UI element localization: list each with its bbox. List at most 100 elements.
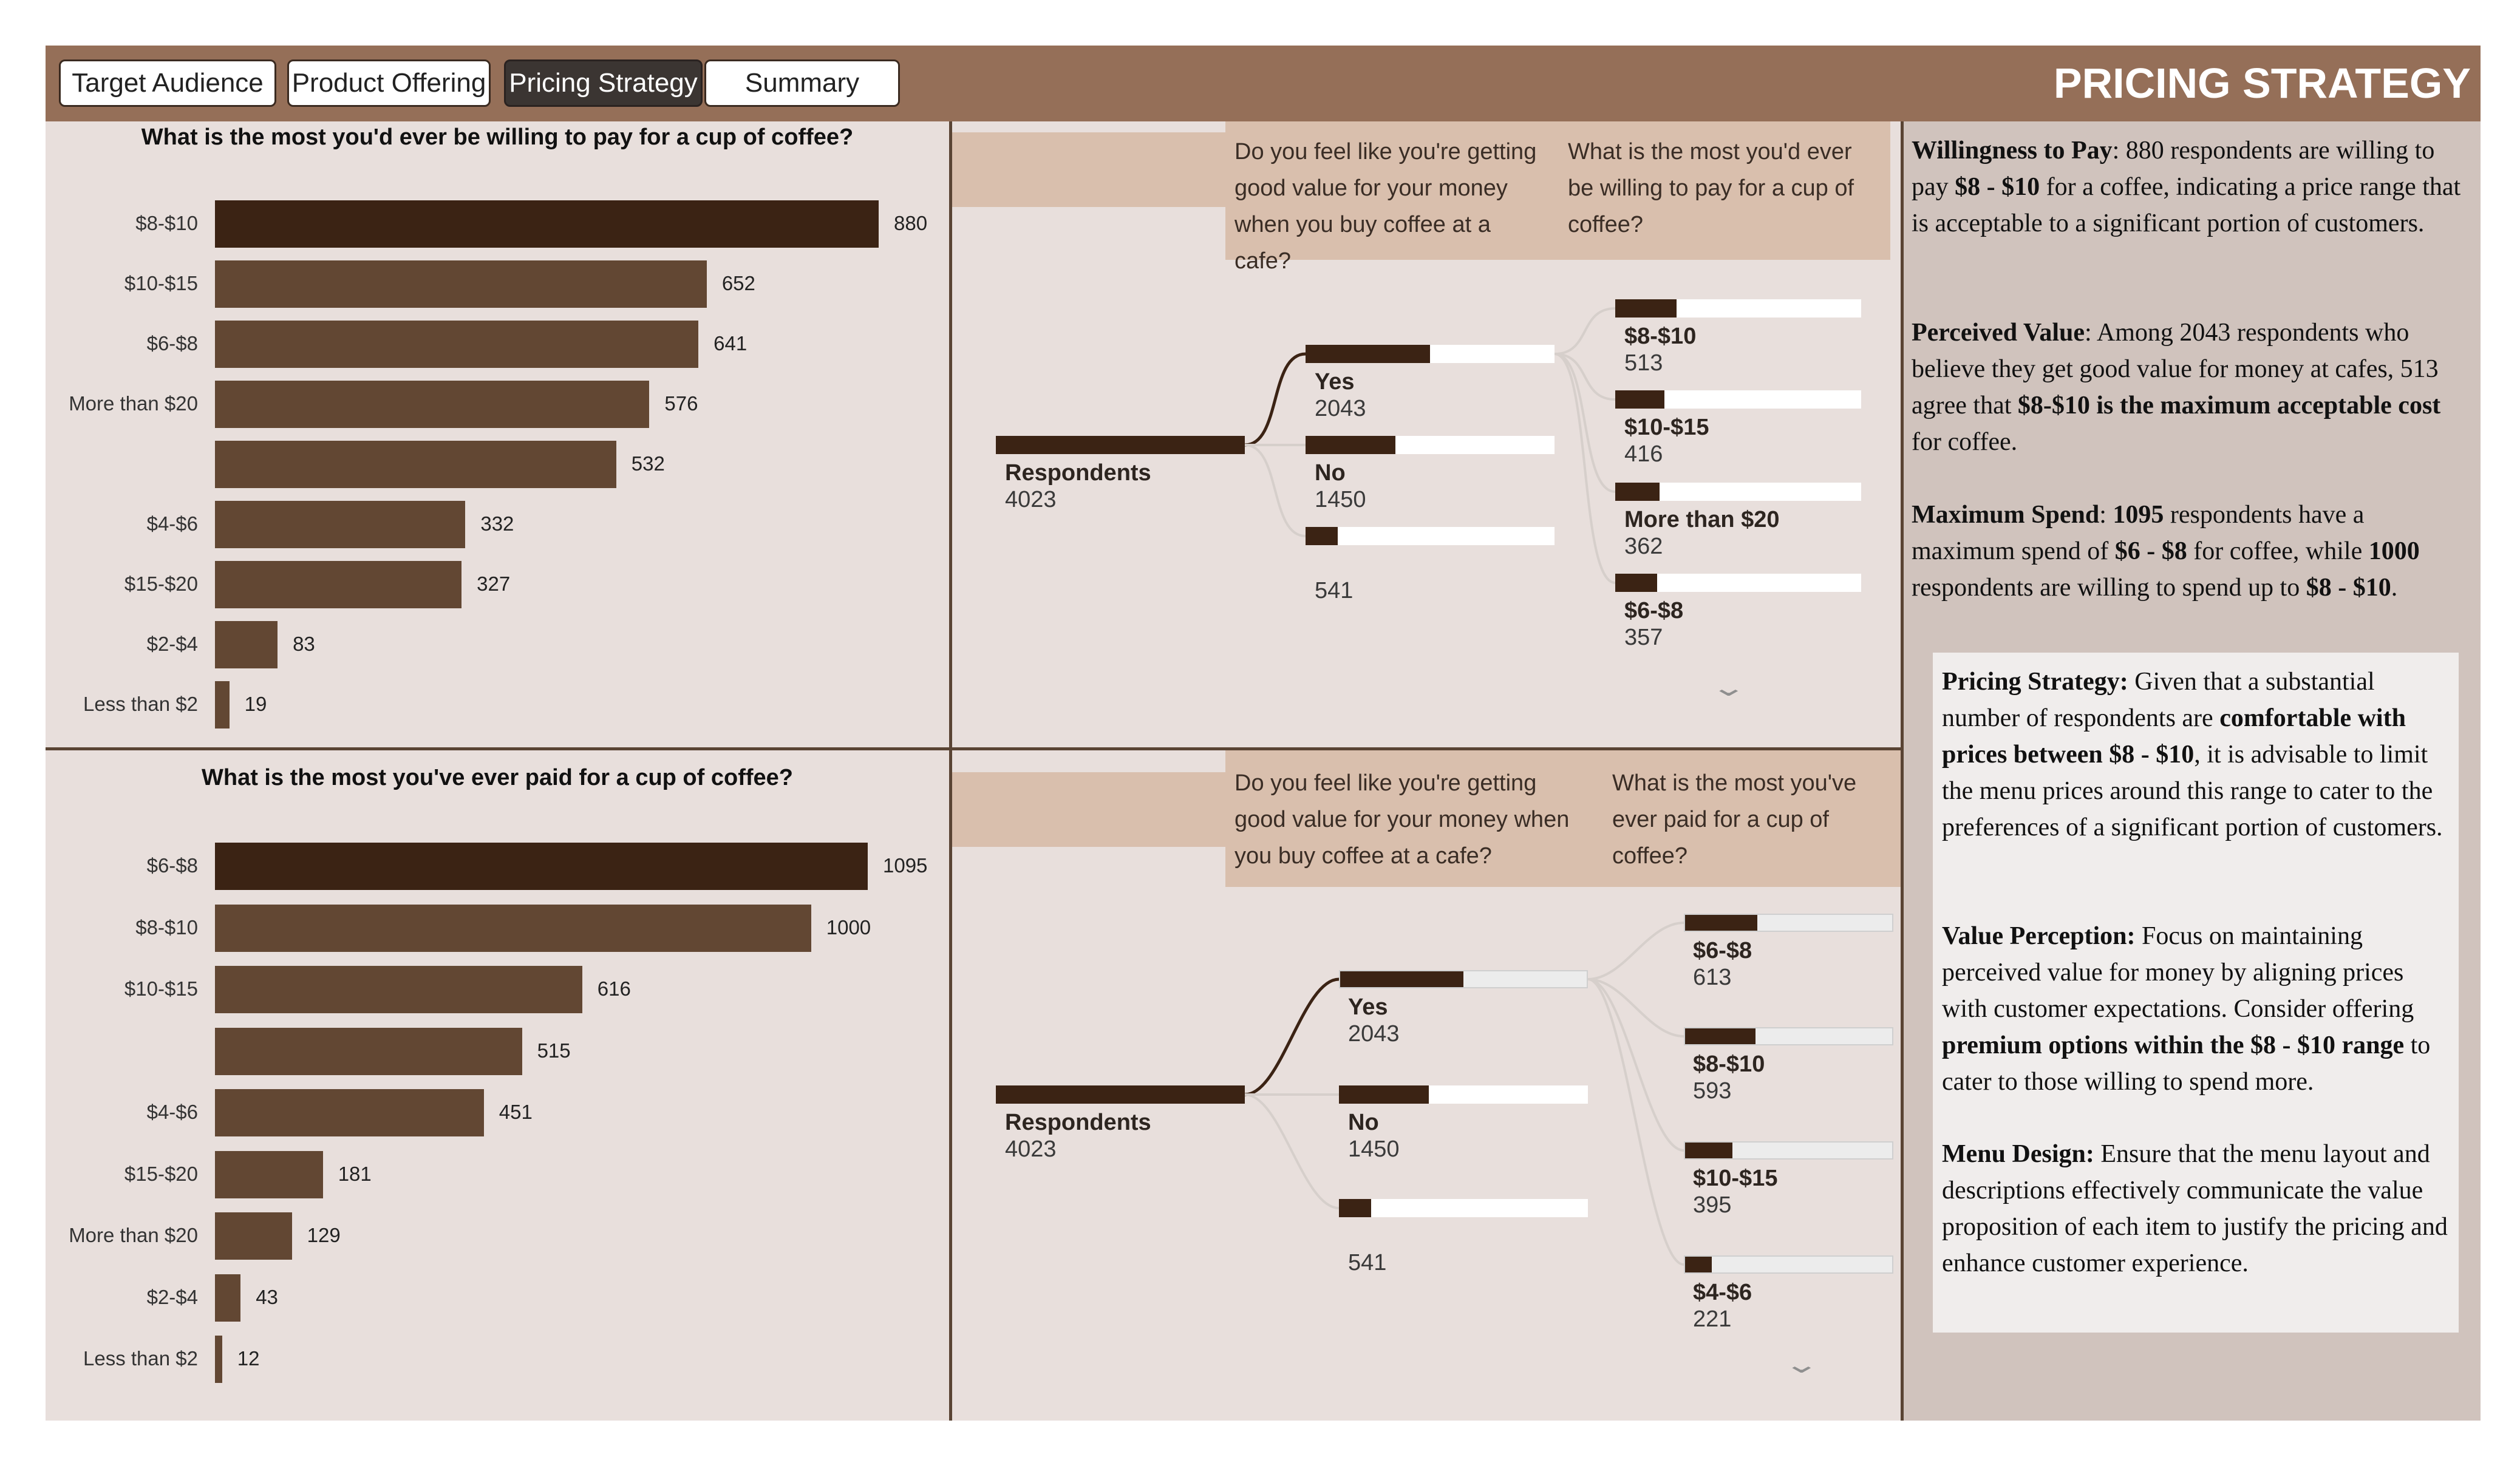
node-fill-bar — [1615, 390, 1664, 409]
tree-node[interactable] — [1339, 1199, 1588, 1217]
tree-node[interactable] — [1684, 914, 1893, 932]
category-label: $15-$20 — [124, 572, 198, 595]
bar[interactable] — [215, 321, 699, 368]
rec-title: Pricing Strategy: — [1942, 668, 2128, 696]
node-value: 593 — [1693, 1078, 1732, 1104]
tab-summary[interactable]: Summary — [704, 59, 900, 107]
bar[interactable] — [215, 260, 707, 308]
data-label: 332 — [480, 512, 514, 535]
category-label: $15-$20 — [124, 1162, 198, 1185]
bar[interactable] — [215, 1027, 522, 1075]
tree-node[interactable] — [1615, 483, 1861, 501]
insight-highlight: $8 - $10 — [1955, 173, 2040, 201]
node-label: $8-$10 — [1624, 324, 1697, 349]
insight-text: : — [2099, 501, 2113, 529]
tree-connector — [1244, 352, 1306, 447]
tree-node[interactable] — [1306, 436, 1555, 454]
insight-highlight: 1000 — [2368, 537, 2420, 565]
tree-root-node[interactable] — [996, 436, 1245, 454]
insight-text: for coffee, while — [2187, 537, 2369, 565]
bar[interactable] — [215, 681, 230, 728]
node-value: 2043 — [1315, 396, 1366, 421]
tree-node[interactable] — [1306, 345, 1555, 363]
insight-highlight: $8-$10 is the maximum acceptable cost — [2017, 392, 2441, 419]
bar[interactable] — [215, 621, 278, 668]
node-fill-bar — [1685, 1257, 1712, 1272]
category-label: Less than $2 — [83, 693, 198, 715]
node-fill-bar — [1685, 915, 1758, 931]
category-label: $8-$10 — [135, 915, 198, 939]
node-value: 613 — [1693, 965, 1732, 990]
bar[interactable] — [215, 200, 879, 248]
insight-maximum-spend: Maximum Spend: 1095 respondents have a m… — [1912, 497, 2473, 606]
data-label: 880 — [894, 212, 928, 234]
bar[interactable] — [215, 1089, 484, 1136]
bar[interactable] — [215, 561, 462, 608]
tree-root-node[interactable] — [996, 1085, 1245, 1104]
category-label: $10-$15 — [124, 977, 198, 1000]
category-label: $4-$6 — [146, 512, 198, 535]
divider-horizontal — [46, 747, 1904, 750]
insight-highlight: 1095 — [2113, 501, 2164, 529]
node-value: 221 — [1693, 1306, 1732, 1332]
tree-node[interactable] — [1339, 970, 1588, 988]
divider-vertical-right — [1901, 121, 1904, 1421]
node-fill-bar — [1340, 971, 1463, 987]
tab-product-offering[interactable]: Product Offering — [287, 59, 491, 107]
tree-node[interactable] — [1615, 390, 1861, 409]
bar[interactable] — [215, 441, 616, 488]
bar[interactable] — [215, 501, 466, 548]
tree-header — [1225, 121, 1890, 260]
category-label: $2-$4 — [146, 633, 198, 655]
category-label: More than $20 — [69, 392, 198, 415]
bar[interactable] — [215, 1336, 222, 1383]
tree-connector — [1244, 977, 1340, 1096]
bar[interactable] — [215, 1150, 323, 1198]
tree-node[interactable] — [1339, 1085, 1588, 1104]
tree-header-spacer — [952, 132, 1225, 207]
bar[interactable] — [215, 1212, 292, 1260]
recommendations-box — [1933, 653, 2459, 1333]
tree-node[interactable] — [1684, 1141, 1893, 1160]
tree-node[interactable] — [1615, 574, 1861, 592]
bar[interactable] — [215, 1274, 241, 1322]
tree-node[interactable] — [1684, 1027, 1893, 1045]
node-value: 1450 — [1348, 1136, 1400, 1162]
data-label: 12 — [237, 1347, 260, 1370]
node-value: 513 — [1624, 350, 1663, 376]
insight-text: for coffee. — [1912, 428, 2018, 456]
category-label: $6-$8 — [146, 332, 198, 355]
node-fill-bar — [1306, 436, 1395, 454]
tree-node[interactable] — [1684, 1255, 1893, 1274]
tree-connector — [1244, 444, 1306, 537]
rec-highlight: premium options within the $8 - $10 rang… — [1942, 1031, 2405, 1059]
divider-vertical-left — [949, 121, 952, 1421]
tree-node[interactable] — [1306, 527, 1555, 545]
insight-text: . — [2391, 574, 2398, 602]
node-fill-bar — [1615, 483, 1660, 501]
rec-menu-design: Menu Design: Ensure that the menu layout… — [1942, 1136, 2452, 1282]
data-label: 616 — [597, 977, 631, 1000]
tree-connector — [1587, 922, 1684, 980]
rec-text: , it is advisable to limit the menu pric… — [1942, 741, 2443, 841]
bar[interactable] — [215, 381, 650, 428]
bar[interactable] — [215, 904, 811, 952]
insight-text: : 880 respondents are willing to pay — [1912, 137, 2435, 201]
insight-text: respondents have a maximum spend of — [1912, 501, 2365, 565]
node-fill-bar — [1306, 345, 1430, 363]
tab-pricing-strategy[interactable]: Pricing Strategy — [504, 59, 703, 107]
tree-node[interactable] — [1615, 299, 1861, 318]
bar[interactable] — [215, 843, 868, 890]
category-label: $10-$15 — [124, 272, 198, 294]
expand-chevron-icon[interactable]: ⌄ — [1710, 674, 1747, 701]
tab-target-audience[interactable]: Target Audience — [59, 59, 276, 107]
tree-connector — [1554, 353, 1616, 401]
tree-header-col2: What is the most you'd ever be willing t… — [1568, 139, 1854, 237]
node-label: $6-$8 — [1693, 938, 1752, 963]
expand-chevron-icon[interactable]: ⌄ — [1783, 1351, 1820, 1378]
data-label: 43 — [256, 1285, 278, 1308]
tree-header-col1: Do you feel like you're getting good val… — [1234, 139, 1537, 274]
bar[interactable] — [215, 966, 582, 1013]
node-value: 357 — [1624, 625, 1663, 650]
